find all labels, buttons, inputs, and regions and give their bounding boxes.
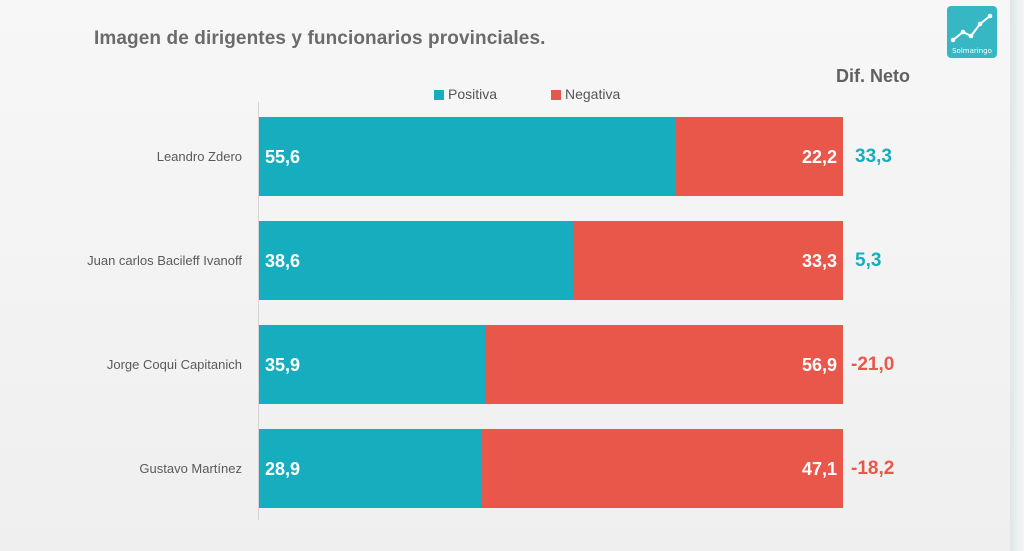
net-difference-value: 33,3 (855, 145, 892, 167)
bar-negative (481, 429, 843, 508)
legend-item-positive: Positiva (434, 86, 497, 102)
net-difference-value: -18,2 (851, 457, 895, 479)
legend-item-negative: Negativa (551, 86, 620, 102)
data-label-negative: 56,9 (801, 354, 837, 375)
legend-label-positive: Positiva (448, 86, 498, 102)
brand-logo: Solmaringo (947, 6, 997, 58)
legend-label-negative: Negativa (565, 86, 621, 102)
data-label-positive: 28,9 (265, 458, 301, 479)
logo-text: Solmaringo (952, 47, 992, 55)
slide-edge (1010, 0, 1024, 551)
category-label: Juan carlos Bacileff Ivanoff (87, 252, 242, 268)
category-label: Gustavo Martínez (139, 460, 242, 476)
bar-negative (676, 117, 843, 196)
category-label: Leandro Zdero (156, 148, 242, 164)
data-label-negative: 33,3 (801, 250, 837, 271)
bar-negative (573, 221, 843, 300)
bar-positive (259, 429, 481, 508)
net-difference-header: Dif. Neto (836, 66, 910, 86)
bar-positive (259, 325, 485, 404)
rising-line-chart-icon (950, 13, 993, 43)
chart-title: Imagen de dirigentes y funcionarios prov… (94, 28, 546, 49)
bar-positive (259, 117, 676, 196)
category-label: Jorge Coqui Capitanich (106, 356, 242, 372)
data-label-positive: 35,9 (265, 354, 301, 375)
bar-positive (259, 221, 573, 300)
data-label-positive: 38,6 (265, 250, 301, 271)
legend-swatch-negative (551, 90, 561, 100)
bar-negative (485, 325, 843, 404)
category-axis-line (258, 102, 259, 520)
data-label-negative: 47,1 (801, 458, 837, 479)
net-difference-value: 5,3 (855, 249, 882, 271)
legend-swatch-positive (434, 90, 444, 100)
data-label-positive: 55,6 (265, 146, 301, 167)
net-difference-value: -21,0 (851, 353, 895, 375)
data-label-negative: 22,2 (801, 146, 837, 167)
